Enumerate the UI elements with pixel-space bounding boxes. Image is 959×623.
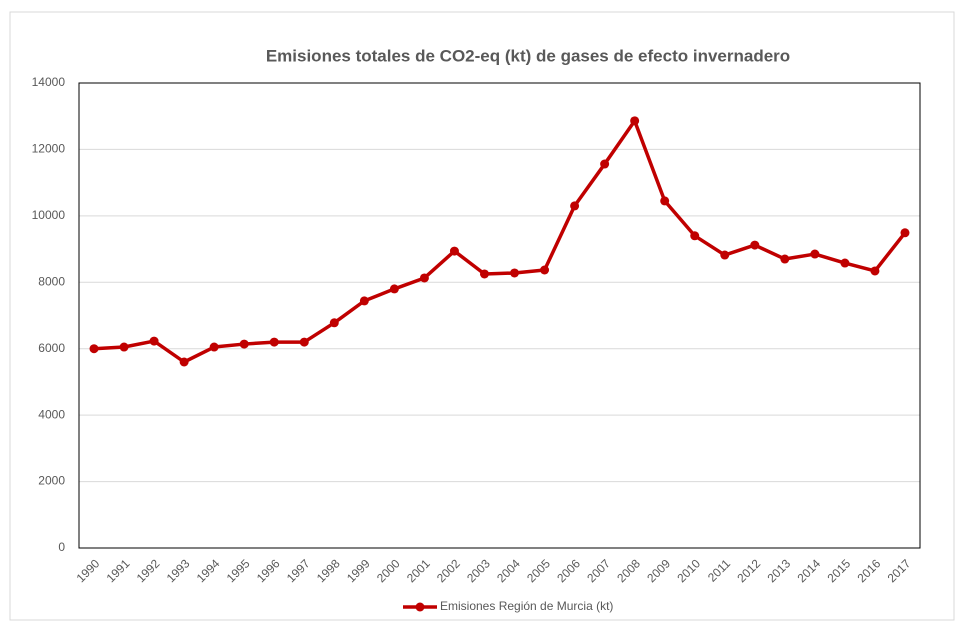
point	[630, 116, 640, 126]
point	[239, 339, 249, 349]
line	[93, 119, 907, 364]
point	[810, 249, 820, 259]
y-tick-label: 12000	[32, 142, 66, 156]
point	[179, 357, 189, 367]
point	[510, 268, 520, 278]
point	[870, 266, 880, 276]
point	[209, 342, 219, 352]
point	[89, 344, 99, 354]
y-tick-label: 0	[58, 540, 65, 554]
y-tick-label: 10000	[32, 208, 66, 222]
y-tick-label: 4000	[38, 407, 65, 421]
y-tick-label: 14000	[32, 75, 66, 89]
y-tick-label: 6000	[38, 341, 65, 355]
plot-border	[78, 82, 921, 549]
point	[720, 250, 730, 260]
point	[119, 342, 129, 352]
y-tick-label: 2000	[38, 474, 65, 488]
point	[780, 254, 790, 264]
point	[900, 228, 910, 238]
point	[419, 273, 429, 283]
point	[269, 337, 279, 347]
point	[359, 296, 369, 306]
point	[600, 159, 610, 169]
point	[840, 258, 850, 268]
point	[540, 265, 550, 275]
point	[449, 246, 459, 256]
point	[329, 318, 339, 328]
legend-marker	[415, 602, 425, 612]
point	[690, 231, 700, 241]
chart-frame	[9, 11, 955, 621]
point	[750, 240, 760, 250]
point	[299, 337, 309, 347]
point	[570, 201, 580, 211]
point	[660, 196, 670, 206]
point	[389, 284, 399, 294]
chart-title: Emisiones totales de CO2-eq (kt) de gase…	[266, 46, 790, 65]
y-tick-label: 8000	[38, 274, 65, 288]
point	[479, 269, 489, 279]
legend-label: Emisiones Región de Murcia (kt)	[440, 599, 613, 613]
point	[149, 336, 159, 346]
